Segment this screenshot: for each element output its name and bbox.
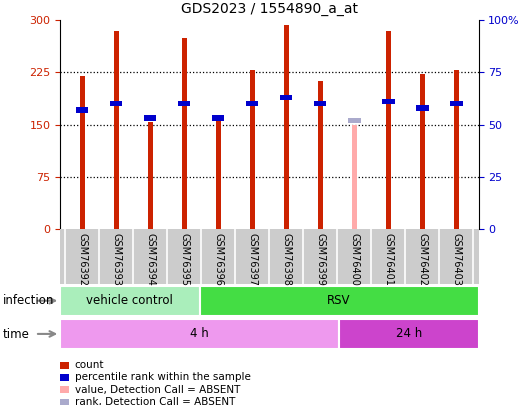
Bar (416, 105, 428, 111)
Bar (182, 38, 187, 229)
Text: GSM76393: GSM76393 (111, 233, 121, 286)
Bar (178, 101, 190, 107)
Bar (318, 81, 323, 229)
Bar (200, 286, 479, 316)
Bar (79, 76, 85, 229)
Bar (352, 124, 357, 229)
Text: percentile rank within the sample: percentile rank within the sample (75, 373, 251, 382)
Text: 24 h: 24 h (396, 327, 422, 341)
Bar (76, 107, 88, 113)
Bar (386, 31, 391, 229)
Text: value, Detection Call = ABSENT: value, Detection Call = ABSENT (75, 385, 240, 394)
Bar (284, 25, 289, 229)
Text: 4 h: 4 h (190, 327, 209, 341)
Bar (246, 101, 258, 107)
Text: RSV: RSV (327, 294, 351, 307)
Bar (212, 115, 224, 121)
Text: time: time (3, 328, 29, 341)
Bar (110, 101, 122, 107)
Text: GSM76392: GSM76392 (77, 233, 87, 286)
Bar (60, 286, 200, 316)
Text: GSM76400: GSM76400 (349, 233, 359, 286)
Text: GSM76394: GSM76394 (145, 233, 155, 286)
Text: rank, Detection Call = ABSENT: rank, Detection Call = ABSENT (75, 397, 235, 405)
Bar (144, 115, 156, 121)
Bar (339, 319, 479, 349)
Bar (454, 70, 459, 229)
Text: GSM76399: GSM76399 (315, 233, 325, 286)
Bar (382, 99, 394, 104)
Text: GSM76398: GSM76398 (281, 233, 291, 286)
Bar (250, 70, 255, 229)
Text: GSM76401: GSM76401 (383, 233, 393, 286)
Text: GSM76397: GSM76397 (247, 233, 257, 286)
Bar (348, 117, 360, 123)
Bar (314, 101, 326, 107)
Bar (60, 319, 339, 349)
Text: vehicle control: vehicle control (86, 294, 173, 307)
Bar (113, 31, 119, 229)
Text: GSM76396: GSM76396 (213, 233, 223, 286)
Text: count: count (75, 360, 104, 370)
Bar (450, 101, 462, 107)
Text: GSM76395: GSM76395 (179, 233, 189, 286)
Bar (280, 95, 292, 100)
Text: infection: infection (3, 294, 54, 307)
Bar (420, 74, 425, 229)
Bar (216, 116, 221, 229)
Title: GDS2023 / 1554890_a_at: GDS2023 / 1554890_a_at (181, 2, 358, 17)
Text: GSM76402: GSM76402 (417, 233, 427, 286)
Text: GSM76403: GSM76403 (451, 233, 461, 286)
Bar (147, 122, 153, 229)
